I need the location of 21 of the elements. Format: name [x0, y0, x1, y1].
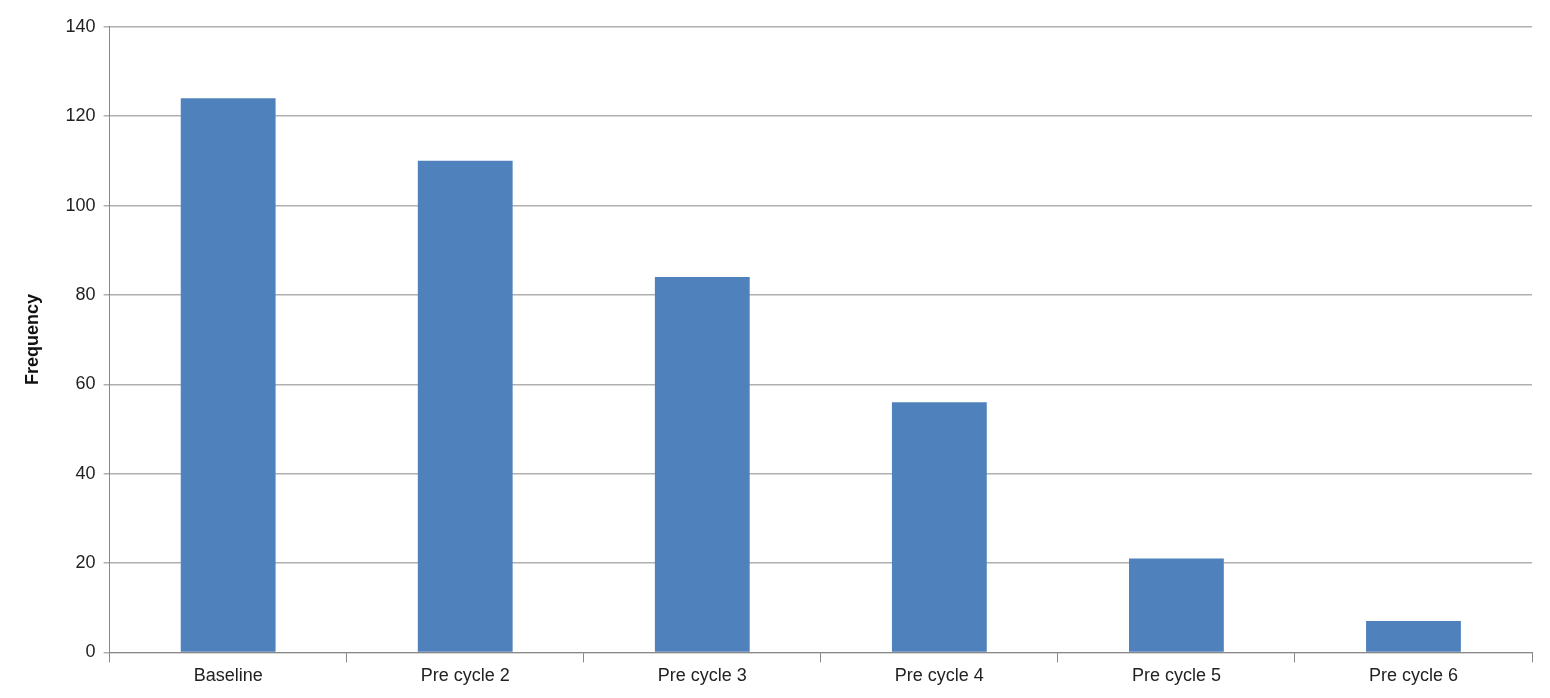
x-tick-label: Pre cycle 3 — [657, 665, 747, 686]
x-tick-label: Pre cycle 5 — [1131, 665, 1221, 686]
x-tick-label: Pre cycle 2 — [420, 665, 510, 686]
x-tick-label: Baseline — [193, 665, 263, 686]
bar — [654, 277, 750, 652]
x-tick-label: Pre cycle 6 — [1368, 665, 1458, 686]
y-tick-label: 100 — [65, 194, 96, 215]
y-tick-label: 20 — [75, 552, 96, 572]
y-tick-label: 80 — [75, 283, 96, 304]
y-axis-title: Frequency — [21, 294, 42, 386]
y-tick-label: 40 — [75, 462, 96, 483]
bar — [1366, 621, 1461, 652]
y-tick-label: 140 — [65, 15, 96, 36]
y-tick-label: 0 — [85, 641, 96, 662]
x-tick-label: Pre cycle 4 — [894, 665, 984, 686]
bar — [1129, 558, 1224, 652]
y-tick-label: 120 — [65, 105, 96, 126]
bar — [180, 98, 276, 652]
bar — [891, 402, 987, 652]
bar — [417, 160, 513, 652]
y-tick-label: 60 — [75, 373, 96, 394]
